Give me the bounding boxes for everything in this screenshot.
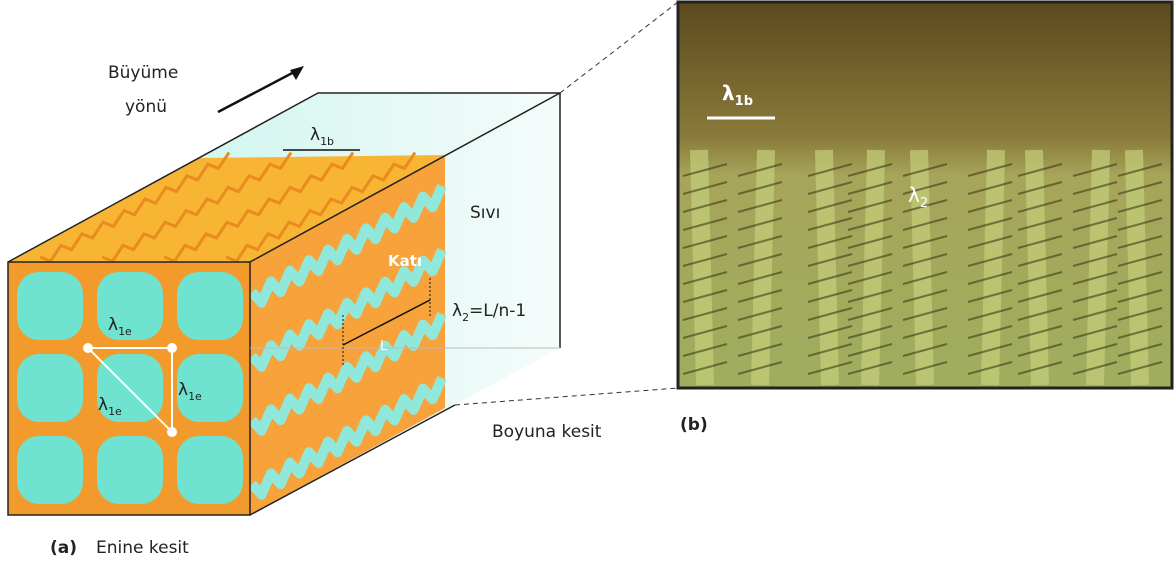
symbol: λ [908, 183, 920, 207]
solid-label: Katı [388, 252, 422, 270]
subscript: 1e [188, 390, 202, 403]
growth-label: yönü [125, 97, 167, 117]
section-label: Enine kesit [96, 538, 189, 558]
panel-label: (a) [50, 538, 77, 558]
dot [83, 343, 93, 353]
symbol: λ [722, 81, 735, 105]
symbol: λ [178, 380, 188, 400]
cell [97, 436, 163, 504]
cell-grid [17, 272, 243, 504]
dot [167, 343, 177, 353]
cell [17, 436, 83, 504]
connector [455, 388, 678, 405]
growth-arrow [218, 70, 298, 112]
arrow-head [290, 66, 304, 80]
cell [17, 272, 83, 340]
cell [17, 354, 83, 422]
subscript: 1e [118, 325, 132, 338]
dot [167, 427, 177, 437]
subscript: 2 [920, 196, 928, 211]
subscript: 2 [462, 311, 469, 324]
cell [177, 272, 243, 340]
subscript: 1b [735, 94, 753, 109]
subscript: 1b [320, 135, 334, 148]
growth-label: Büyüme [108, 63, 178, 83]
symbol: λ [98, 395, 108, 415]
symbol: λ [310, 125, 320, 145]
length-label: L [380, 339, 388, 354]
connector [560, 2, 678, 93]
liquid-label: Sıvı [470, 203, 500, 223]
formula: =L/n-1 [469, 301, 526, 321]
section-label: Boyuna kesit [492, 422, 602, 442]
cell [177, 436, 243, 504]
figure: Büyüme yönü λ1e λ1e λ1e λ1b Sıvı Katı L … [0, 0, 1176, 563]
subscript: 1e [108, 405, 122, 418]
symbol: λ [108, 315, 118, 335]
panel-label: (b) [680, 415, 708, 435]
symbol: λ [452, 301, 462, 321]
